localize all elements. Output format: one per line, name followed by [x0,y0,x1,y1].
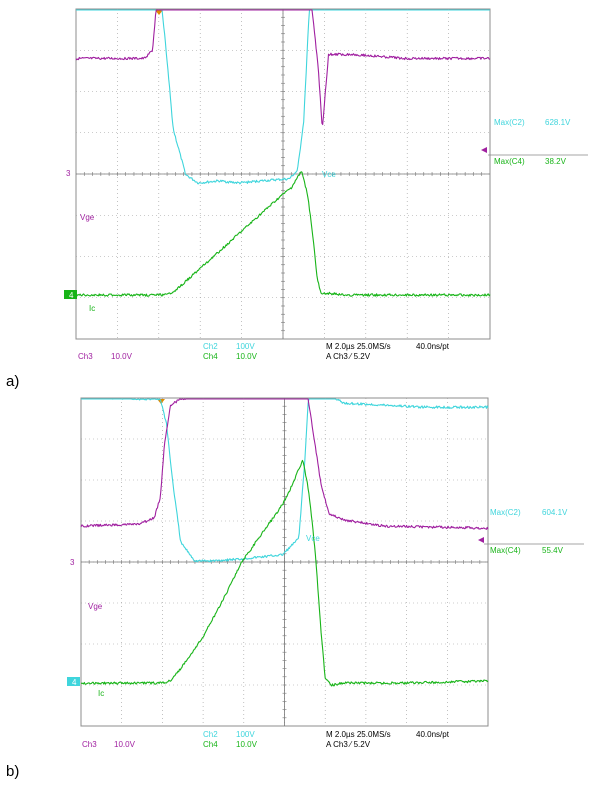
max-c2-label-a: Max(C2) [494,118,525,127]
max-c2-value-b: 604.1V [542,508,568,517]
vge-trace [80,398,489,530]
max-c2-value-a: 628.1V [545,118,571,127]
ch4-reference-marker-a [64,290,77,299]
record-length-a: 40.0ns/pt [416,342,450,351]
grid-b [81,398,488,726]
vce-trace [81,398,489,563]
max-c2-label-b: Max(C2) [490,508,521,517]
cursor-arrow-a [481,147,487,153]
traces-a [75,9,491,297]
trigger-setting-a: A Ch3 ⁄ 5.2V [326,352,371,361]
vge-trace-label-b: Vge [88,602,103,611]
ch2-label-a: Ch2 [203,342,218,351]
record-length-b: 40.0ns/pt [416,730,450,739]
ch4-scale-b: 10.0V [236,740,258,749]
ch2-scale-a: 100V [236,342,255,351]
max-c4-value-a: 38.2V [545,157,567,166]
grid-a [76,9,490,339]
ic-trace-label-b: Ic [98,689,104,698]
panel-a: 3 4 Vce Vge Ic Max(C2) 628.1V Max(C4) 38… [6,8,588,390]
trigger-setting-b: A Ch3 ⁄ 5.2V [326,740,371,749]
ch3-reference-marker-a: 3 [66,169,71,178]
vce-trace [76,9,490,185]
cursor-arrow-b [478,537,484,543]
max-c4-value-b: 55.4V [542,546,564,555]
ch4-reference-marker-b [67,677,80,686]
ch3-label-a: Ch3 [78,352,93,361]
ch4-label-b: Ch4 [203,740,218,749]
ch2-label-b: Ch2 [203,730,218,739]
ch3-scale-b: 10.0V [114,740,136,749]
vge-trace [75,9,491,126]
timebase-b: M 2.0µs 25.0MS/s [326,730,391,739]
max-c4-label-b: Max(C4) [490,546,521,555]
ch3-scale-a: 10.0V [111,352,133,361]
vge-trace-label-a: Vge [80,213,95,222]
ch3-label-b: Ch3 [82,740,97,749]
vce-trace-label-b: Vce [306,534,320,543]
ch3-reference-marker-b: 3 [70,558,75,567]
ch4-scale-a: 10.0V [236,352,258,361]
ch4-reference-number-b: 4 [72,678,77,687]
trigger-position-marker-a [155,10,163,15]
panel-b: 3 4 Vce Vge Ic Max(C2) 604.1V Max(C4) 55… [6,397,584,780]
traces-b [80,398,489,687]
ic-trace [75,171,491,297]
max-c4-label-a: Max(C4) [494,157,525,166]
ic-trace [80,459,489,687]
panel-label-b: b) [6,763,19,780]
ch4-label-a: Ch4 [203,352,218,361]
vce-trace-label-a: Vce [322,170,336,179]
ch4-reference-number-a: 4 [69,291,74,300]
ch2-scale-b: 100V [236,730,255,739]
ic-trace-label-a: Ic [89,304,95,313]
panel-label-a: a) [6,373,19,390]
timebase-a: M 2.0µs 25.0MS/s [326,342,391,351]
